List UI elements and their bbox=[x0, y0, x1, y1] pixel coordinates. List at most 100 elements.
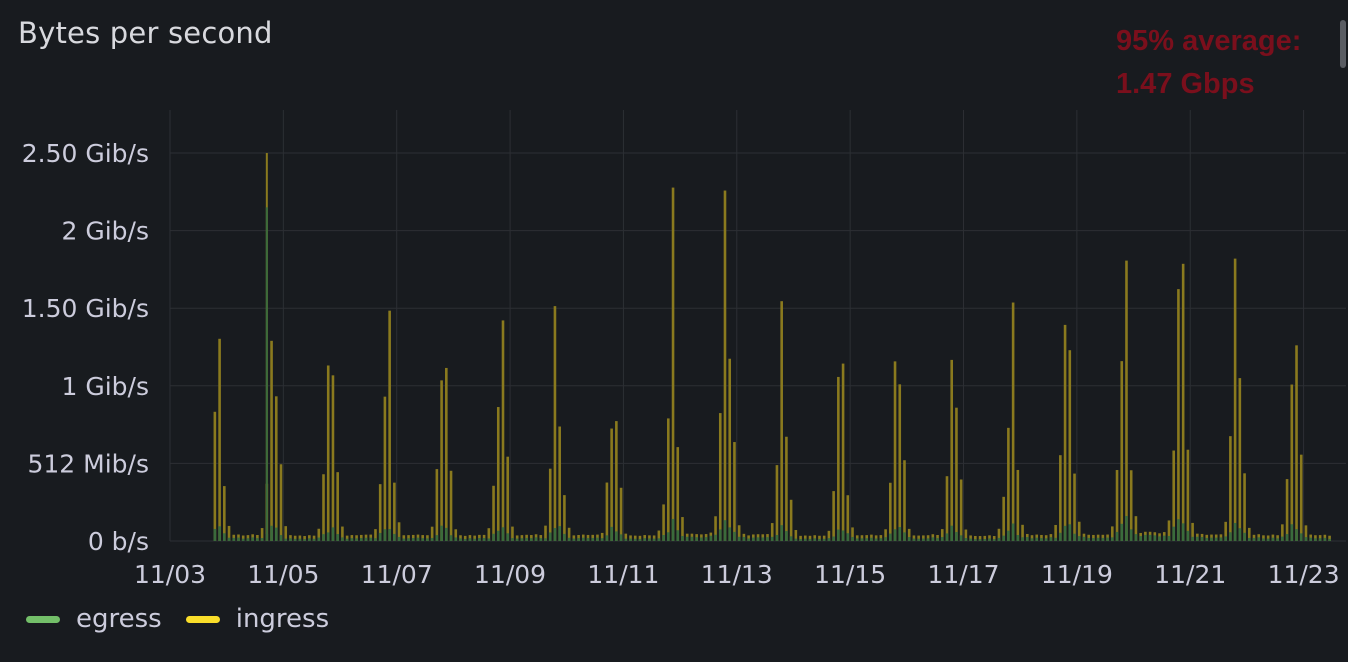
bar-egress bbox=[1059, 532, 1062, 541]
bar-ingress bbox=[884, 529, 887, 541]
bar-ingress bbox=[813, 535, 817, 541]
bar-egress bbox=[1328, 538, 1331, 541]
bar-egress bbox=[1214, 537, 1218, 541]
bar-egress bbox=[832, 536, 835, 541]
bar-ingress bbox=[563, 495, 566, 541]
bar-ingress bbox=[974, 535, 977, 541]
bar-ingress bbox=[1299, 454, 1303, 541]
bar-ingress bbox=[747, 535, 750, 541]
bar-egress bbox=[454, 537, 458, 541]
legend-item-egress[interactable]: egress bbox=[26, 604, 162, 634]
bar-egress bbox=[289, 538, 292, 541]
bar-egress bbox=[681, 536, 684, 541]
bar-ingress bbox=[1304, 525, 1308, 541]
bar-ingress bbox=[1238, 378, 1242, 541]
bar-ingress bbox=[558, 426, 561, 541]
bar-ingress bbox=[889, 482, 892, 541]
bar-egress bbox=[553, 528, 557, 541]
bar-egress bbox=[775, 534, 779, 541]
bar-ingress bbox=[1054, 524, 1057, 541]
bar-ingress bbox=[1125, 260, 1128, 541]
bar-ingress bbox=[218, 338, 221, 541]
bar-ingress bbox=[482, 534, 486, 541]
bar-egress bbox=[360, 538, 363, 541]
bar-ingress bbox=[676, 447, 680, 541]
annotation-line-2: 1.47 Gbps bbox=[1116, 68, 1255, 100]
bar-egress bbox=[605, 535, 609, 541]
bar-egress bbox=[633, 538, 637, 541]
bar-ingress bbox=[1186, 449, 1190, 541]
bar-ingress bbox=[577, 534, 580, 541]
bar-egress bbox=[922, 538, 925, 541]
bar-ingress bbox=[548, 468, 552, 541]
bar-egress bbox=[931, 537, 935, 541]
bar-ingress bbox=[988, 535, 991, 541]
bar-ingress bbox=[681, 517, 684, 541]
bar-ingress bbox=[293, 535, 297, 541]
bar-egress bbox=[303, 539, 306, 541]
bar-ingress bbox=[388, 310, 391, 541]
legend-item-ingress[interactable]: ingress bbox=[185, 604, 329, 634]
bar-egress bbox=[1181, 523, 1185, 541]
bar-egress bbox=[870, 537, 873, 541]
bar-egress bbox=[293, 538, 297, 541]
bar-egress bbox=[563, 533, 566, 541]
bar-ingress bbox=[865, 535, 868, 541]
bar-ingress bbox=[940, 529, 944, 541]
bar-egress bbox=[766, 537, 769, 541]
bar-egress bbox=[1257, 537, 1261, 541]
bar-ingress bbox=[256, 534, 259, 541]
bar-egress bbox=[785, 531, 788, 541]
bar-egress bbox=[284, 538, 288, 541]
bar-egress bbox=[1077, 536, 1081, 541]
bar-egress bbox=[1200, 537, 1204, 541]
bar-ingress bbox=[374, 529, 377, 541]
bar-egress bbox=[591, 537, 595, 541]
bar-egress bbox=[1025, 537, 1029, 541]
bar-egress bbox=[1092, 538, 1095, 541]
bar-egress bbox=[893, 529, 897, 541]
bar-ingress bbox=[1044, 535, 1048, 541]
x-tick-label: 11/03 bbox=[134, 560, 206, 589]
bar-egress bbox=[940, 537, 944, 541]
bar-egress bbox=[279, 535, 283, 541]
bar-egress bbox=[1276, 538, 1279, 541]
bar-egress bbox=[440, 525, 443, 541]
bar-ingress bbox=[1077, 521, 1081, 541]
bar-egress bbox=[615, 531, 618, 541]
bar-egress bbox=[936, 538, 939, 541]
scrollbar[interactable] bbox=[1340, 20, 1346, 68]
x-tick-label: 11/15 bbox=[814, 560, 886, 589]
bar-ingress bbox=[657, 530, 661, 541]
bar-egress bbox=[482, 538, 486, 541]
bar-egress bbox=[964, 538, 968, 541]
bar-egress bbox=[1153, 535, 1157, 541]
bar-ingress bbox=[449, 470, 453, 541]
bar-egress bbox=[312, 538, 316, 541]
bar-ingress bbox=[274, 396, 278, 541]
bar-ingress bbox=[808, 535, 812, 541]
bar-ingress bbox=[279, 464, 283, 541]
bar-ingress bbox=[959, 479, 963, 541]
bar-egress bbox=[581, 537, 585, 541]
bar-egress bbox=[435, 535, 439, 541]
bar-ingress bbox=[832, 491, 835, 541]
bar-ingress bbox=[378, 484, 382, 541]
bar-ingress bbox=[567, 527, 571, 541]
bar-ingress bbox=[246, 535, 250, 541]
bar-egress bbox=[884, 537, 887, 541]
bar-ingress bbox=[397, 522, 401, 541]
bar-ingress bbox=[553, 306, 557, 541]
bar-egress bbox=[445, 527, 448, 541]
x-tick-label: 11/05 bbox=[247, 560, 319, 589]
bar-egress bbox=[808, 538, 812, 541]
bar-egress bbox=[865, 538, 868, 541]
panel-title[interactable]: Bytes per second bbox=[18, 16, 273, 50]
bar-ingress bbox=[1002, 496, 1005, 541]
bar-ingress bbox=[459, 535, 462, 541]
bar-egress bbox=[322, 534, 325, 541]
bar-egress bbox=[1148, 534, 1152, 541]
bar-ingress bbox=[530, 535, 533, 541]
